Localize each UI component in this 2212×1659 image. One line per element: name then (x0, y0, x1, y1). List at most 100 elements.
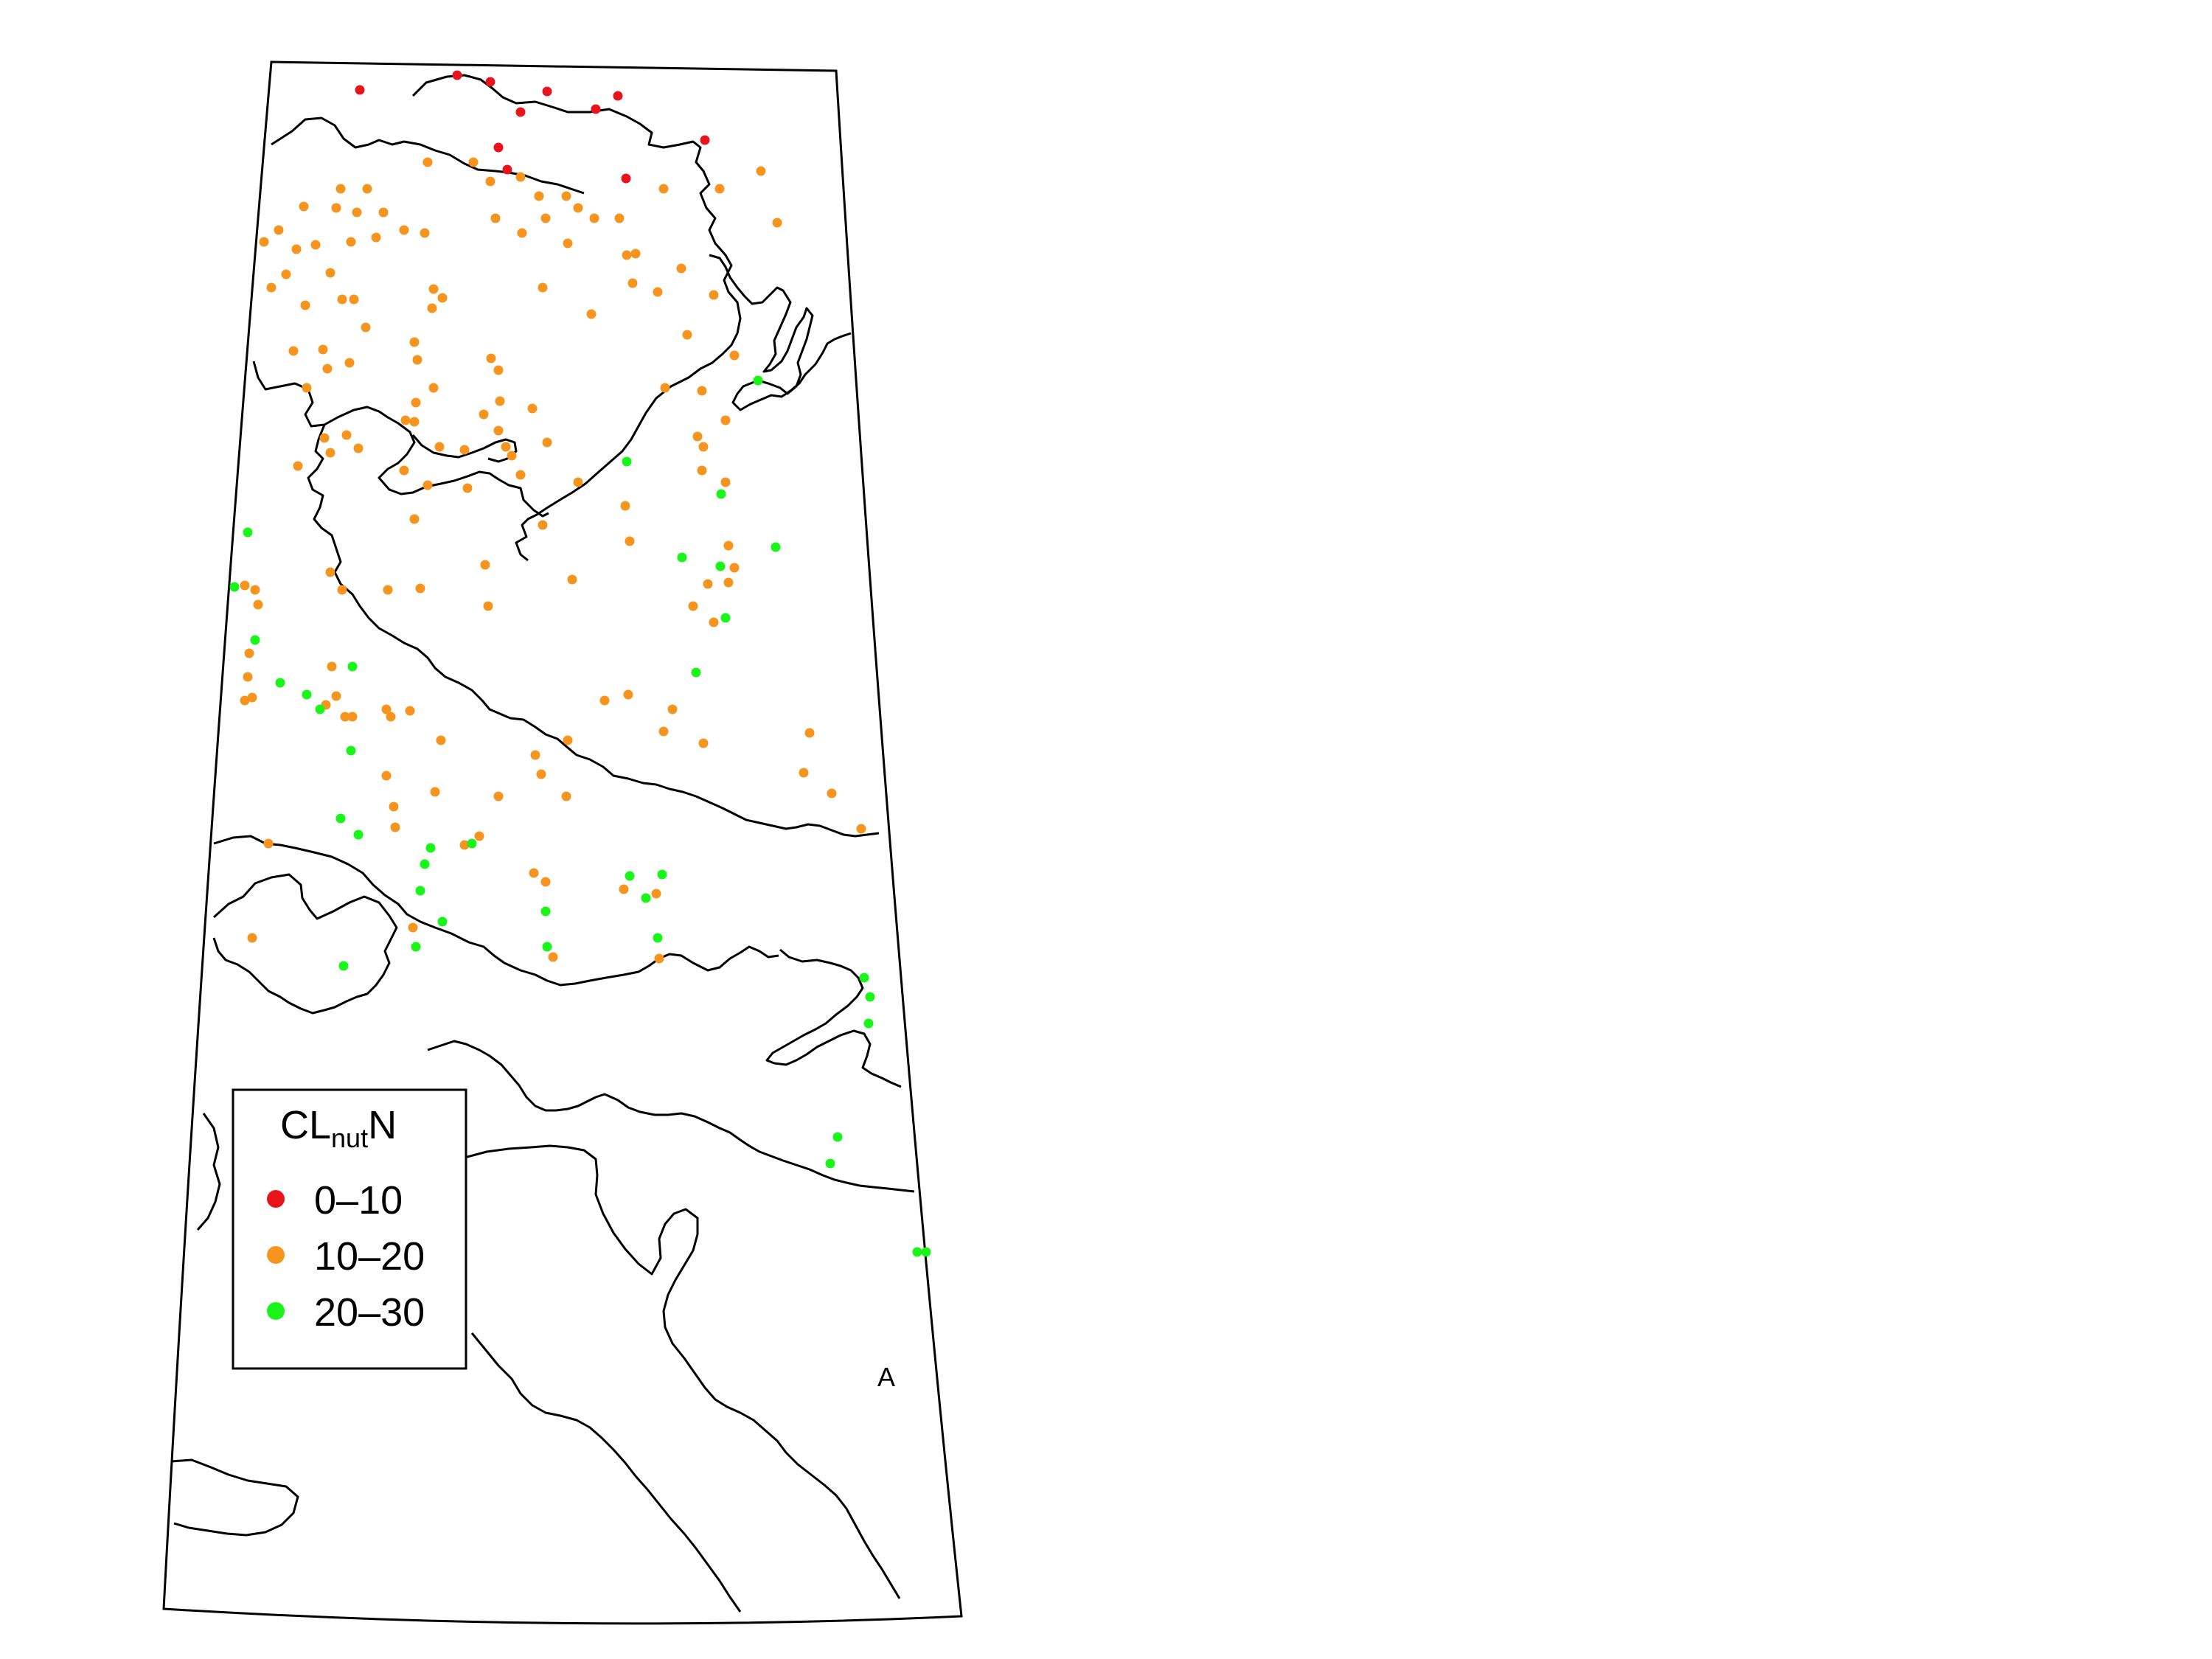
coastline-southwest-island (170, 1458, 299, 1537)
site-point-10-20 (422, 157, 433, 167)
site-point-10-20 (667, 704, 678, 714)
site-point-10-20 (827, 788, 837, 799)
site-point-10-20 (729, 350, 740, 361)
site-point-10-20 (485, 176, 495, 187)
site-point-10-20 (325, 268, 335, 278)
site-point-10-20 (804, 728, 815, 738)
site-point-10-20 (493, 425, 504, 436)
site-point-10-20 (658, 184, 669, 194)
legend-label-10-20: 10–20 (314, 1234, 425, 1279)
site-point-10-20 (483, 601, 493, 611)
site-point-20-30 (346, 745, 356, 756)
site-point-10-20 (341, 430, 352, 440)
site-point-10-20 (589, 213, 599, 223)
site-point-10-20 (651, 888, 661, 899)
site-point-10-20 (266, 282, 276, 293)
site-point-10-20 (653, 287, 663, 297)
coastline-south-islands (212, 873, 398, 1015)
site-point-20-30 (338, 961, 349, 971)
site-point-10-20 (486, 353, 496, 364)
site-point-10-20 (400, 415, 411, 425)
site-point-10-20 (422, 480, 433, 490)
site-point-10-20 (318, 344, 328, 355)
coastline-west-bay (252, 361, 549, 518)
site-point-10-20 (479, 409, 489, 420)
site-point-10-20 (538, 520, 548, 530)
site-point-10-20 (331, 203, 341, 213)
site-point-10-20 (534, 191, 544, 201)
site-point-20-30 (250, 635, 260, 645)
site-point-10-20 (412, 355, 422, 365)
site-point-20-30 (542, 942, 552, 952)
site-point-10-20 (386, 712, 396, 722)
site-point-10-20 (620, 501, 630, 511)
site-point-10-20 (427, 303, 437, 313)
site-point-10-20 (347, 712, 358, 722)
map-frame (162, 60, 963, 1625)
site-point-20-30 (415, 886, 425, 896)
site-point-10-20 (703, 579, 713, 589)
site-point-10-20 (344, 358, 355, 368)
site-point-10-20 (411, 397, 421, 408)
site-point-10-20 (658, 726, 669, 737)
site-point-0-10 (485, 77, 495, 87)
site-point-10-20 (253, 599, 263, 610)
site-point-0-10 (591, 104, 601, 114)
site-point-20-30 (302, 689, 312, 700)
site-point-10-20 (243, 672, 253, 682)
site-point-10-20 (250, 585, 260, 595)
site-point-10-20 (381, 704, 392, 714)
site-point-0-10 (613, 91, 623, 101)
site-point-10-20 (799, 768, 809, 778)
site-point-10-20 (428, 383, 439, 393)
site-point-20-30 (715, 561, 726, 571)
legend-label-20-30: 20–30 (314, 1290, 425, 1335)
site-point-10-20 (468, 157, 479, 167)
legend: CLnutN 0–10 10–20 20–30 (232, 1088, 467, 1370)
site-point-20-30 (720, 613, 731, 623)
site-point-10-20 (352, 207, 362, 218)
site-point-10-20 (561, 191, 571, 201)
site-point-10-20 (240, 695, 250, 706)
site-point-20-30 (540, 906, 551, 917)
site-point-10-20 (409, 337, 420, 347)
site-point-10-20 (599, 695, 610, 706)
coastline-west-edge (196, 1113, 221, 1231)
site-point-10-20 (459, 840, 470, 850)
site-point-10-20 (299, 201, 309, 212)
site-point-10-20 (399, 225, 409, 235)
site-point-20-30 (243, 527, 253, 538)
site-point-10-20 (247, 692, 257, 703)
site-point-10-20 (493, 365, 504, 375)
site-point-0-10 (452, 70, 462, 80)
site-point-20-30 (467, 838, 477, 849)
site-point-10-20 (676, 263, 686, 274)
site-point-10-20 (729, 563, 740, 573)
site-point-20-30 (863, 1018, 874, 1029)
coastline-east-gulf (765, 948, 902, 1088)
site-point-10-20 (856, 824, 866, 834)
site-point-10-20 (337, 294, 347, 305)
site-point-10-20 (409, 514, 420, 524)
legend-title: CLnutN (280, 1103, 397, 1153)
site-point-10-20 (542, 437, 552, 448)
site-point-10-20 (331, 691, 341, 701)
site-point-10-20 (698, 442, 709, 452)
site-point-10-20 (563, 238, 573, 248)
site-point-10-20 (563, 735, 573, 745)
site-point-20-30 (622, 456, 632, 467)
site-point-10-20 (622, 250, 632, 260)
site-point-10-20 (361, 322, 371, 333)
site-point-10-20 (527, 403, 538, 414)
site-point-20-30 (677, 552, 687, 563)
site-point-10-20 (405, 706, 415, 716)
coastline-far-south (470, 1332, 742, 1613)
site-point-10-20 (430, 787, 440, 797)
site-point-10-20 (714, 184, 725, 194)
site-point-10-20 (697, 386, 707, 396)
site-point-10-20 (263, 838, 274, 849)
legend-swatch-10-20 (267, 1246, 285, 1264)
site-point-10-20 (459, 445, 470, 455)
legend-swatch-20-30 (267, 1302, 285, 1320)
site-point-10-20 (530, 750, 540, 760)
